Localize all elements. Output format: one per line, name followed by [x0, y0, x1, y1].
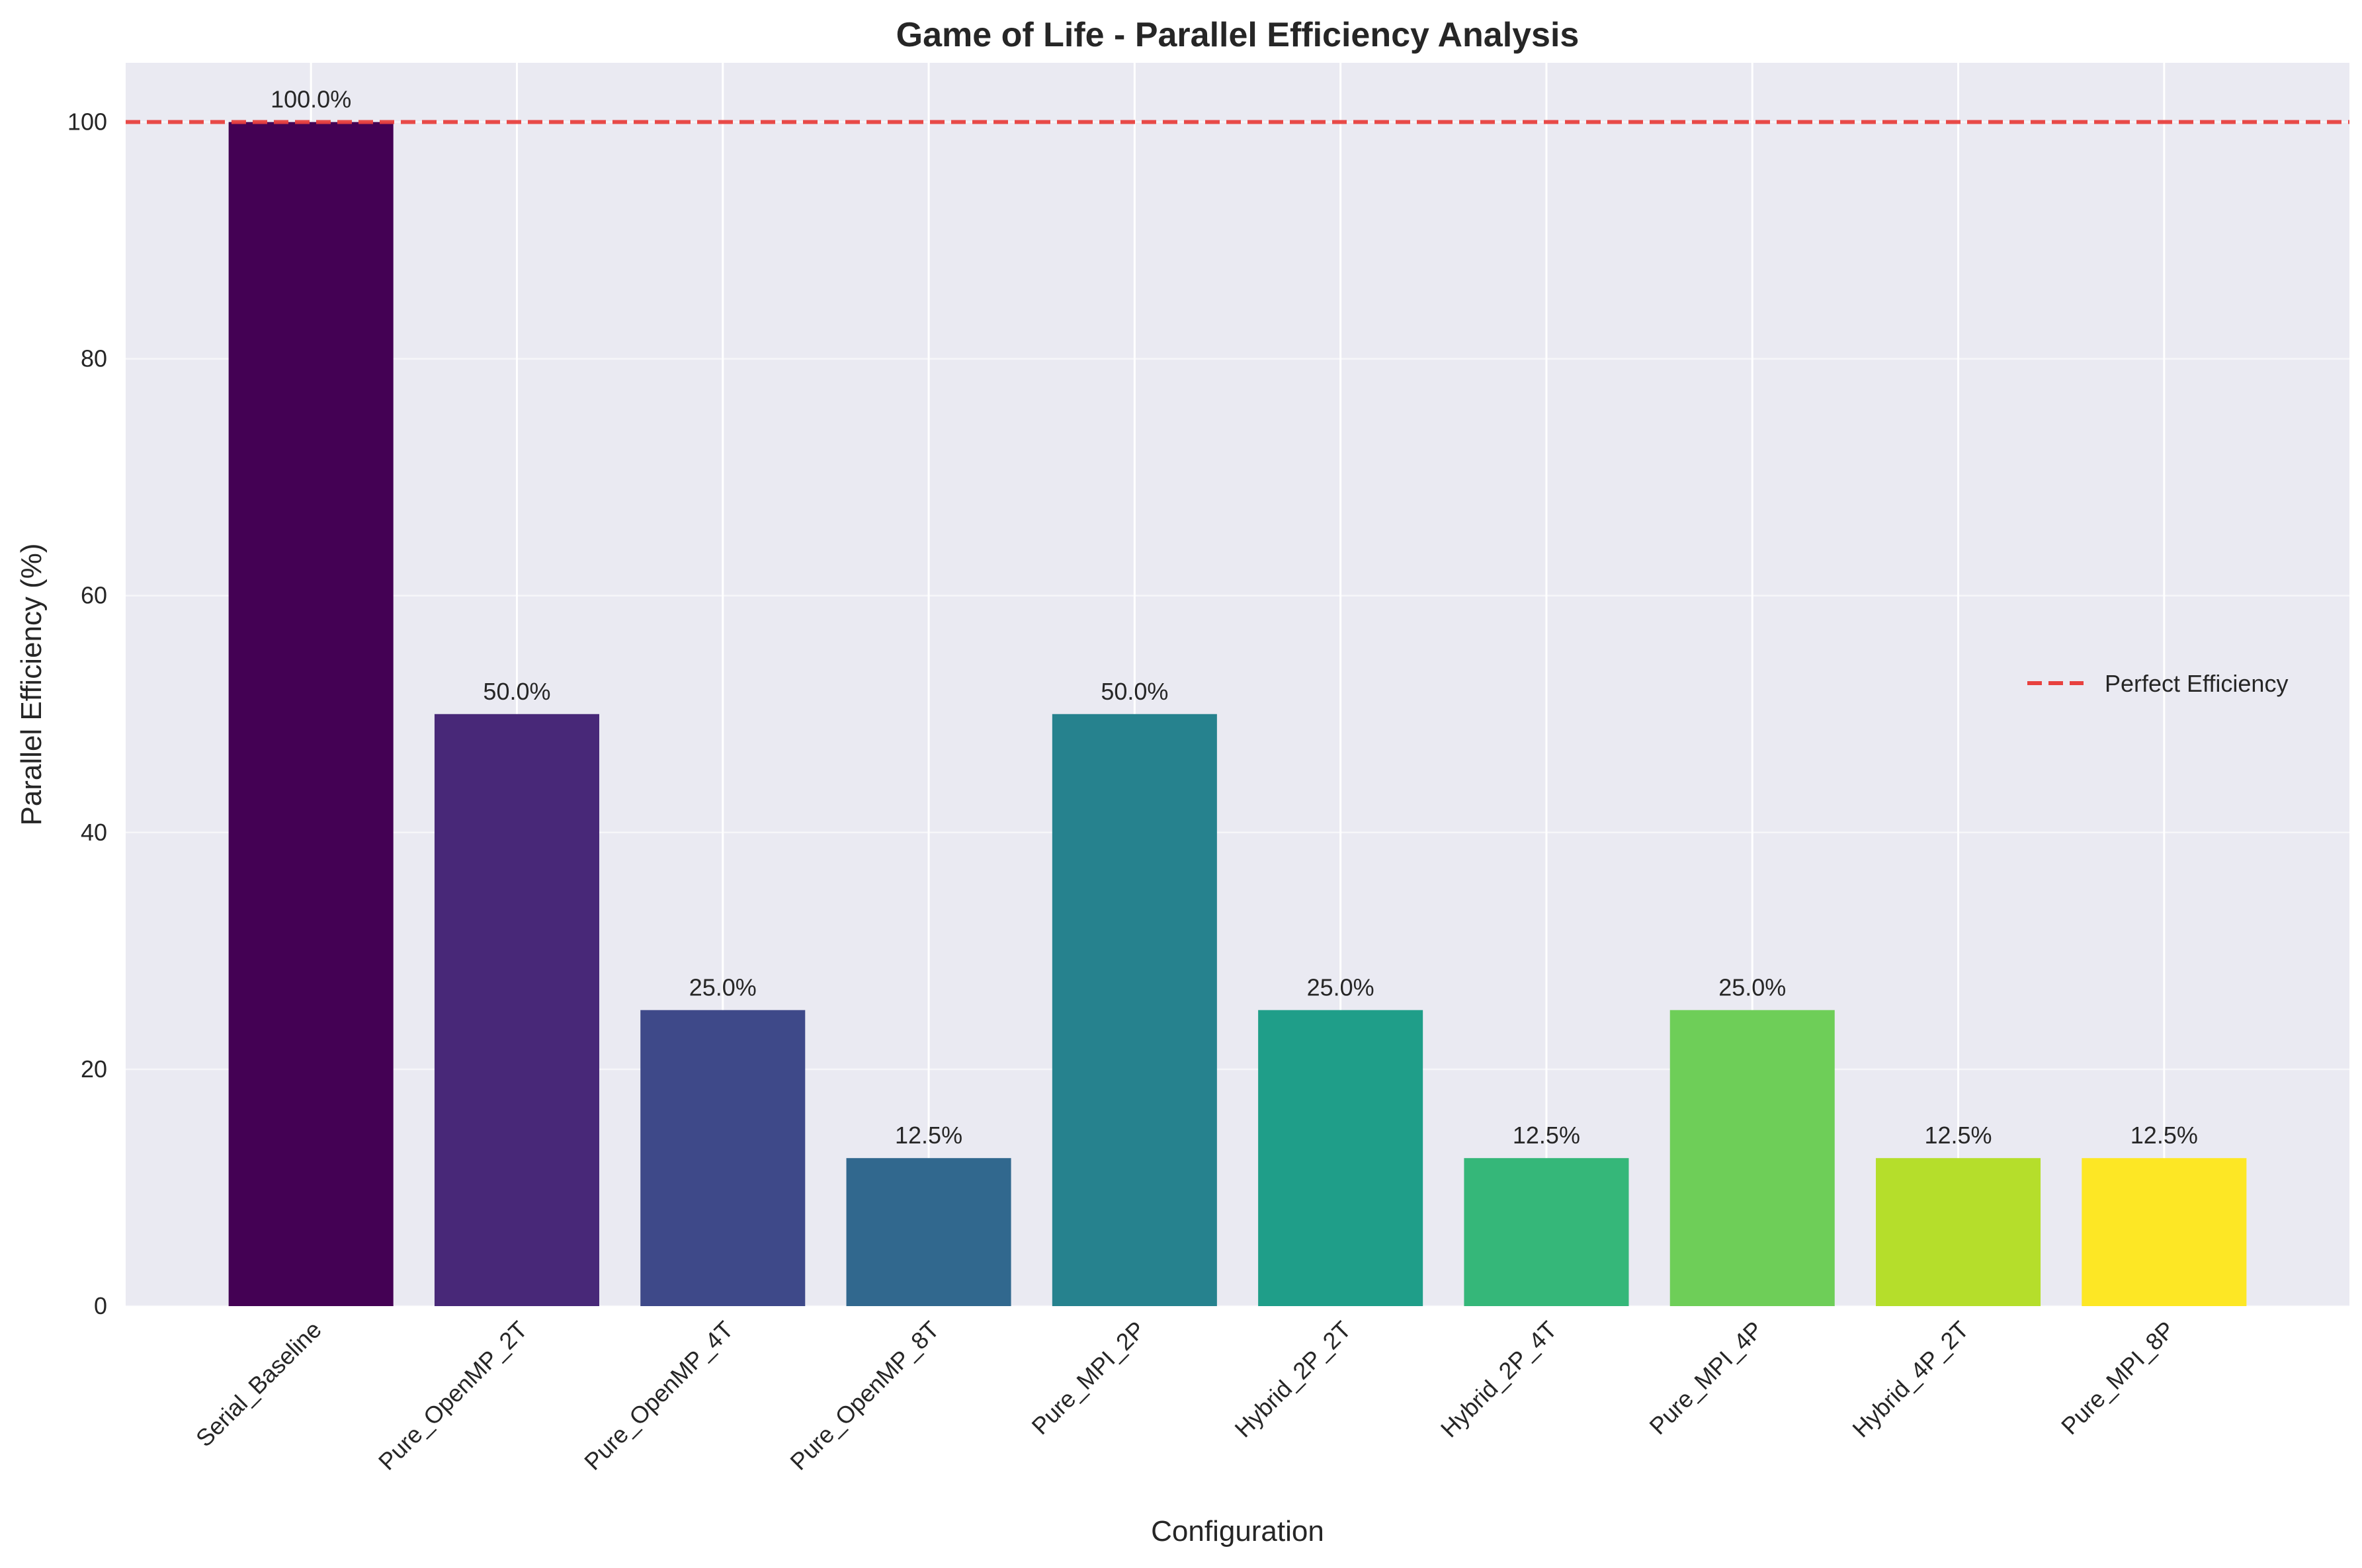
- x-tick-label: Pure_OpenMP_4T: [579, 1316, 738, 1475]
- bar-value-label: 12.5%: [895, 1122, 962, 1149]
- y-tick-label: 60: [81, 582, 107, 609]
- y-tick-label: 20: [81, 1055, 107, 1083]
- x-axis-ticks: Serial_Baseline Pure_OpenMP_2T Pure_OpenMP…: [190, 1316, 2180, 1475]
- legend: Perfect Efficiency: [2027, 670, 2288, 697]
- x-tick-label: Pure_OpenMP_8T: [784, 1316, 944, 1475]
- bar-value-label: 100.0%: [271, 86, 351, 113]
- y-axis-ticks: 0 20 40 60 80 100: [67, 108, 107, 1319]
- bar: [1052, 714, 1217, 1306]
- bar: [640, 1010, 806, 1306]
- y-tick-label: 40: [81, 819, 107, 846]
- bar-value-label: 25.0%: [1718, 973, 1786, 1001]
- x-tick-label: Hybrid_2P_4T: [1435, 1316, 1562, 1443]
- bar: [2082, 1158, 2247, 1306]
- x-tick-label: Pure_MPI_4P: [1644, 1316, 1767, 1440]
- x-tick-label: Pure_OpenMP_2T: [373, 1316, 532, 1475]
- y-tick-label: 0: [94, 1292, 107, 1319]
- bar: [1876, 1158, 2041, 1306]
- x-axis-label: Configuration: [1151, 1515, 1324, 1547]
- bar: [434, 714, 599, 1306]
- bar: [1258, 1010, 1423, 1306]
- bar: [1464, 1158, 1629, 1306]
- bar-value-label: 50.0%: [483, 678, 550, 705]
- bar-value-label: 12.5%: [1924, 1122, 1992, 1149]
- legend-label: Perfect Efficiency: [2105, 670, 2288, 697]
- bar: [846, 1158, 1011, 1306]
- y-tick-label: 80: [81, 345, 107, 372]
- bar-value-label: 50.0%: [1101, 678, 1168, 705]
- bar: [1669, 1010, 1835, 1306]
- x-tick-label: Pure_MPI_2P: [1027, 1316, 1150, 1440]
- y-axis-label: Parallel Efficiency (%): [15, 543, 48, 825]
- bar-value-label: 25.0%: [689, 973, 757, 1001]
- bar-value-labels: 100.0% 50.0% 25.0% 12.5% 50.0% 25.0% 12.5% 25.0…: [271, 86, 2198, 1149]
- x-tick-label: Hybrid_4P_2T: [1847, 1316, 1974, 1443]
- x-tick-label: Serial_Baseline: [190, 1316, 327, 1452]
- x-tick-label: Pure_MPI_8P: [2056, 1316, 2179, 1440]
- chart-title: Game of Life - Parallel Efficiency Analy…: [896, 16, 1580, 54]
- bar-value-label: 12.5%: [2130, 1122, 2198, 1149]
- bar-value-label: 12.5%: [1513, 1122, 1580, 1149]
- x-tick-label: Hybrid_2P_2T: [1230, 1316, 1357, 1443]
- bar-value-label: 25.0%: [1307, 973, 1374, 1001]
- y-tick-label: 100: [67, 108, 107, 136]
- bar: [228, 122, 394, 1306]
- bars: [228, 122, 2247, 1306]
